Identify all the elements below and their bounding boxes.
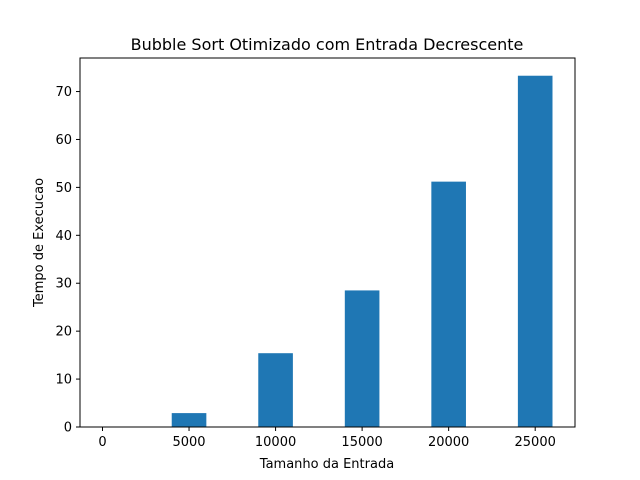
y-axis-label: Tempo de Execucao — [32, 178, 47, 308]
x-tick-label-0: 0 — [98, 435, 106, 450]
bars-group — [171, 75, 553, 427]
bar-25000 — [517, 75, 553, 427]
y-tick-label-60: 60 — [55, 133, 72, 148]
y-tick-label-0: 0 — [64, 421, 72, 436]
bar-10000 — [258, 353, 293, 427]
chart-title: Bubble Sort Otimizado com Entrada Decres… — [131, 35, 524, 54]
x-tick-label-20000: 20000 — [428, 435, 469, 450]
bar-15000 — [344, 290, 380, 427]
x-ticks: 0 5000 10000 15000 20000 25000 — [98, 427, 556, 450]
y-tick-label-10: 10 — [55, 373, 72, 388]
bar-5000 — [171, 413, 207, 427]
y-tick-label-40: 40 — [55, 229, 72, 244]
plot-frame — [79, 57, 576, 428]
x-tick-label-10000: 10000 — [255, 435, 296, 450]
y-tick-label-20: 20 — [55, 325, 72, 340]
y-tick-label-70: 70 — [55, 85, 72, 100]
x-tick-label-5000: 5000 — [172, 435, 205, 450]
bar-20000 — [431, 181, 466, 427]
x-axis-label: Tamanho da Entrada — [259, 457, 394, 472]
y-ticks: 0 10 20 30 40 50 60 70 — [55, 85, 80, 436]
y-tick-label-30: 30 — [55, 277, 72, 292]
x-tick-label-15000: 15000 — [341, 435, 382, 450]
y-tick-label-50: 50 — [55, 181, 72, 196]
x-tick-label-25000: 25000 — [515, 435, 556, 450]
